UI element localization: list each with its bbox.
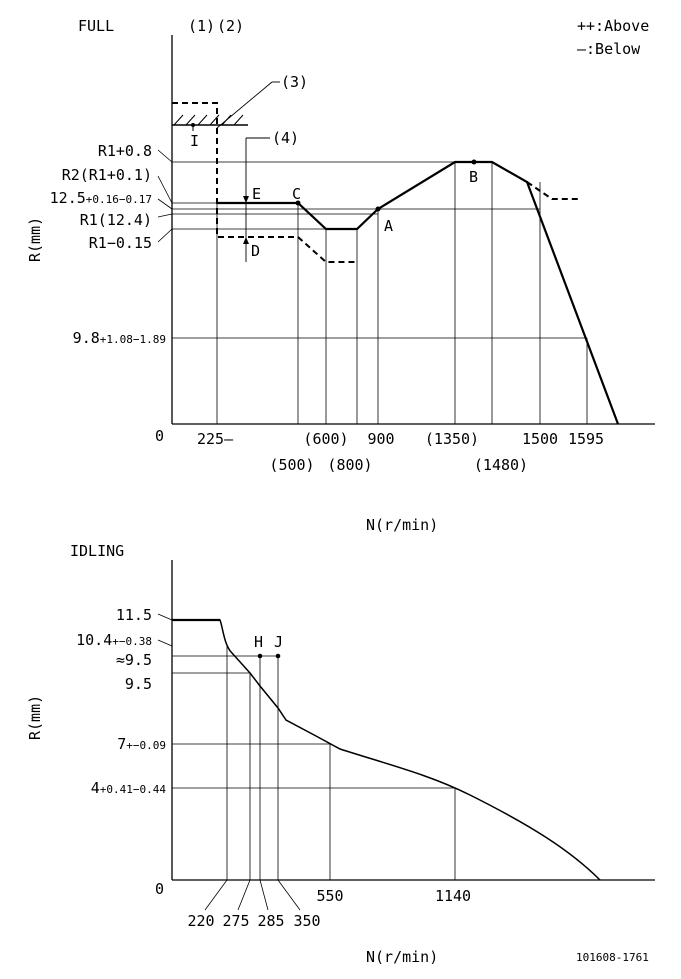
point-b-label: B — [469, 168, 478, 186]
idling-curve — [172, 619, 601, 881]
full-chart: FULL (1) (2) 0 R(mm) N(r/min) — [26, 17, 655, 534]
xlabel-225: 225— — [197, 430, 234, 448]
leader-125 — [157, 198, 173, 210]
idling-title: IDLING — [70, 542, 124, 560]
note-2: (2) — [217, 17, 244, 35]
point-c-marker — [295, 200, 301, 206]
xlabel-1500: 1500 — [522, 430, 558, 448]
point-h-label: H — [254, 633, 263, 651]
ixleader-275 — [237, 879, 251, 911]
point-j-marker — [275, 653, 281, 659]
point-a-marker — [375, 206, 381, 212]
leader-r2 — [157, 175, 173, 204]
note-3: (3) — [281, 73, 308, 91]
ixlabel-275: 275 — [222, 912, 249, 930]
ixlabel-350: 350 — [293, 912, 320, 930]
leader-note-3 — [216, 81, 273, 129]
iylabel-95: 9.5 — [125, 675, 152, 693]
drawing-code: 101608-1761 — [576, 951, 649, 964]
legend-above: ++:Above — [577, 17, 649, 35]
ixleader-350 — [277, 879, 301, 911]
ixleader-220 — [204, 879, 228, 911]
iylabel-115: 11.5 — [116, 606, 152, 624]
iylabel-approx95: ≈9.5 — [116, 651, 152, 669]
legend-below: —:Below — [577, 40, 641, 58]
full-below-curve — [172, 102, 357, 263]
full-origin: 0 — [155, 427, 164, 445]
idling-chart: IDLING 0 R(mm) N(r/min) — [26, 542, 655, 966]
ixleader-285 — [259, 879, 269, 911]
ylabel-98: 9.8+1.08−1.89 — [73, 329, 166, 347]
point-b-marker — [471, 159, 477, 165]
iylabel-7: 7+−0.09 — [117, 735, 166, 753]
point-i-label: I — [190, 132, 199, 150]
full-governor-curve — [217, 160, 620, 425]
arrow-e-icon — [243, 196, 249, 203]
xlabel-1350: (1350) — [425, 430, 479, 448]
ylabel-r1: R1(12.4) — [80, 211, 152, 229]
leader-r1 — [157, 213, 173, 218]
xlabel-600: (600) — [303, 430, 348, 448]
point-d-label: D — [251, 242, 260, 260]
point-j-label: J — [274, 633, 283, 651]
point-a-label: A — [384, 217, 393, 235]
ileader-115 — [157, 613, 173, 621]
note-4: (4) — [272, 129, 299, 147]
full-y-axis-label: R(mm) — [26, 217, 44, 262]
full-above-curve — [526, 181, 578, 200]
arrow-d-icon — [243, 237, 249, 244]
ylabel-125: 12.5+0.16−0.17 — [50, 189, 152, 207]
stopper-hatch — [172, 114, 248, 126]
point-e-label: E — [252, 185, 261, 203]
idling-y-axis-label: R(mm) — [26, 695, 44, 740]
xlabel-900: 900 — [367, 430, 394, 448]
point-c-label: C — [292, 185, 301, 203]
leader-r1-plus — [157, 149, 173, 163]
idling-origin: 0 — [155, 880, 164, 898]
xlabel-1480: (1480) — [474, 456, 528, 474]
full-x-axis-label: N(r/min) — [366, 516, 438, 534]
xlabel-1595: 1595 — [568, 430, 604, 448]
ileader-104 — [157, 639, 173, 647]
xlabel-800: (800) — [327, 456, 372, 474]
full-title: FULL — [78, 17, 114, 35]
leader-r1-minus — [157, 228, 173, 243]
ixlabel-285: 285 — [257, 912, 284, 930]
ixlabel-220: 220 — [187, 912, 214, 930]
point-h-marker — [257, 653, 263, 659]
idling-x-axis-label: N(r/min) — [366, 948, 438, 966]
ylabel-r1-plus: R1+0.8 — [98, 142, 152, 160]
ylabel-r2: R2(R1+0.1) — [62, 166, 152, 184]
iylabel-104: 10.4+−0.38 — [76, 631, 152, 649]
ixlabel-550: 550 — [316, 887, 343, 905]
iylabel-4: 4+0.41−0.44 — [91, 779, 167, 797]
xlabel-500: (500) — [269, 456, 314, 474]
ixlabel-1140: 1140 — [435, 887, 471, 905]
note-1: (1) — [188, 17, 215, 35]
ylabel-r1-minus: R1−0.15 — [89, 234, 152, 252]
